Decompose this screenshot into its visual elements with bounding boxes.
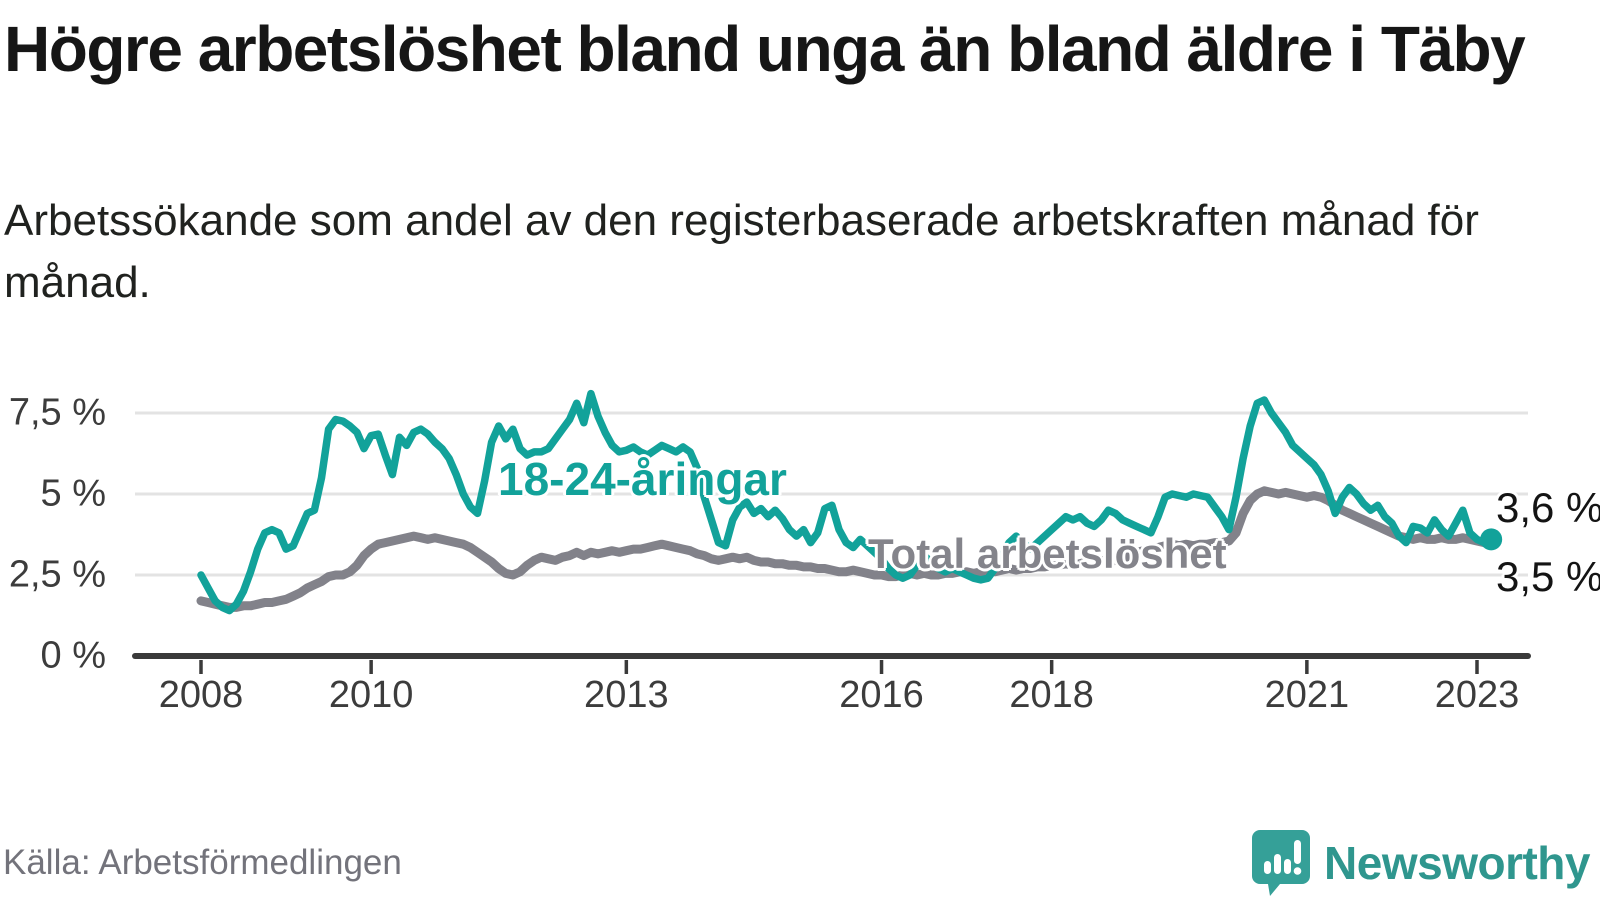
page-title: Högre arbetslöshet bland unga än bland ä… xyxy=(4,13,1526,85)
y-axis-label: 2,5 % xyxy=(8,553,106,596)
latest-value-dot xyxy=(1480,528,1503,551)
x-axis-label: 2016 xyxy=(839,674,924,716)
x-axis-label: 2010 xyxy=(328,674,414,716)
x-axis-label: 2021 xyxy=(1264,674,1350,716)
end-value-total: 3,5 % xyxy=(1496,553,1600,600)
y-axis-label: 0 % xyxy=(40,634,106,677)
series-label-young: 18-24-åringar xyxy=(498,453,787,505)
speech-bubble-bar-chart-icon xyxy=(1252,830,1311,896)
brand-name: Newsworthy xyxy=(1324,837,1590,889)
y-axis-label: 7,5 % xyxy=(8,391,106,434)
x-axis-label: 2013 xyxy=(584,674,669,716)
x-axis-label: 2008 xyxy=(158,674,244,716)
y-axis-label: 5 % xyxy=(40,472,106,515)
source-note: Källa: Arbetsförmedlingen xyxy=(3,843,402,882)
x-axis-label: 2023 xyxy=(1434,674,1520,716)
series-label-total: Total arbetslöshet xyxy=(868,530,1227,577)
line-18-24-ringar xyxy=(197,389,1495,615)
end-value-young: 3,6 % xyxy=(1496,484,1600,531)
brand-logo: Newsworthy xyxy=(1252,828,1590,898)
x-axis-label: 2018 xyxy=(1009,674,1094,716)
line-total-arbetsl-shet xyxy=(196,486,1496,612)
chart-subtitle: Arbetssökande som andel av den registerb… xyxy=(4,196,1479,307)
